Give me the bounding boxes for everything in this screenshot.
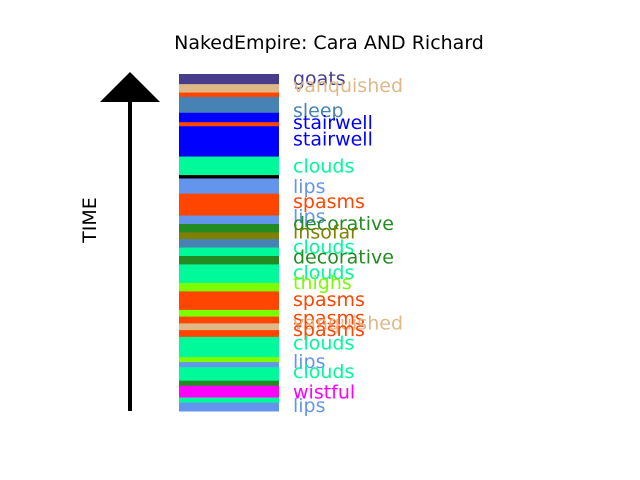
time-stripe: [179, 175, 279, 179]
time-stripe: [179, 380, 279, 387]
topic-label: clouds: [293, 237, 354, 259]
time-stripe: [179, 357, 279, 363]
stripe-column: [179, 74, 279, 412]
topic-label: sleep: [293, 100, 344, 122]
topic-label: lips: [293, 176, 326, 198]
time-stripe: [179, 126, 279, 158]
time-stripe: [179, 84, 279, 94]
time-stripe: [179, 336, 279, 358]
topic-label: goats: [293, 68, 346, 90]
topic-label: lips: [293, 395, 326, 417]
chart-title: NakedEmpire: Cara AND Richard: [174, 32, 484, 54]
topic-label: spasms: [293, 319, 365, 341]
topic-label: vanquished: [293, 312, 403, 334]
topic-label: clouds: [293, 262, 354, 284]
topic-label: spasms: [293, 191, 365, 213]
topic-label: clouds: [293, 333, 354, 355]
time-stripe: [179, 316, 279, 324]
topic-label: insofar: [293, 221, 358, 243]
topic-label: stairwell: [293, 129, 373, 151]
topic-label: decorative: [293, 213, 394, 235]
y-axis-label: TIME: [79, 197, 101, 244]
topic-label: wistful: [293, 381, 355, 403]
time-stripe: [179, 92, 279, 98]
topic-label: thighs: [293, 272, 352, 294]
time-stripe: [179, 74, 279, 85]
topic-label: lips: [293, 351, 326, 373]
time-stripe: [179, 223, 279, 233]
time-arrow-head: [100, 72, 160, 102]
topic-label: vanquished: [293, 75, 403, 97]
topic-label: decorative: [293, 247, 394, 269]
time-stripe: [179, 282, 279, 292]
time-stripe: [179, 156, 279, 176]
topic-label: clouds: [293, 361, 354, 383]
time-stripe: [179, 239, 279, 249]
time-stripe: [179, 362, 279, 368]
time-stripe: [179, 402, 279, 412]
time-stripe: [179, 232, 279, 240]
time-stripe: [179, 96, 279, 114]
time-stripe: [179, 264, 279, 284]
time-stripe: [179, 112, 279, 123]
topic-label: spasms: [293, 289, 365, 311]
time-stripe: [179, 291, 279, 311]
time-stripe: [179, 178, 279, 195]
time-arrow: [100, 72, 160, 411]
time-stripe: [179, 367, 279, 382]
topic-labels: goatsvanquishedsleepstairwellstairwellcl…: [293, 68, 403, 417]
time-stripe: [179, 323, 279, 331]
time-stripe: [179, 397, 279, 404]
time-stripe: [179, 122, 279, 127]
topic-label: spasms: [293, 307, 365, 329]
time-stripe: [179, 309, 279, 318]
time-stripe: [179, 330, 279, 338]
time-stripe: [179, 193, 279, 217]
topic-label: stairwell: [293, 112, 373, 134]
time-stripe: [179, 385, 279, 399]
time-stripe: [179, 215, 279, 225]
topic-label: lips: [293, 206, 326, 228]
time-stripe: [179, 255, 279, 265]
topic-label: clouds: [293, 156, 354, 178]
time-stripe: [179, 247, 279, 257]
